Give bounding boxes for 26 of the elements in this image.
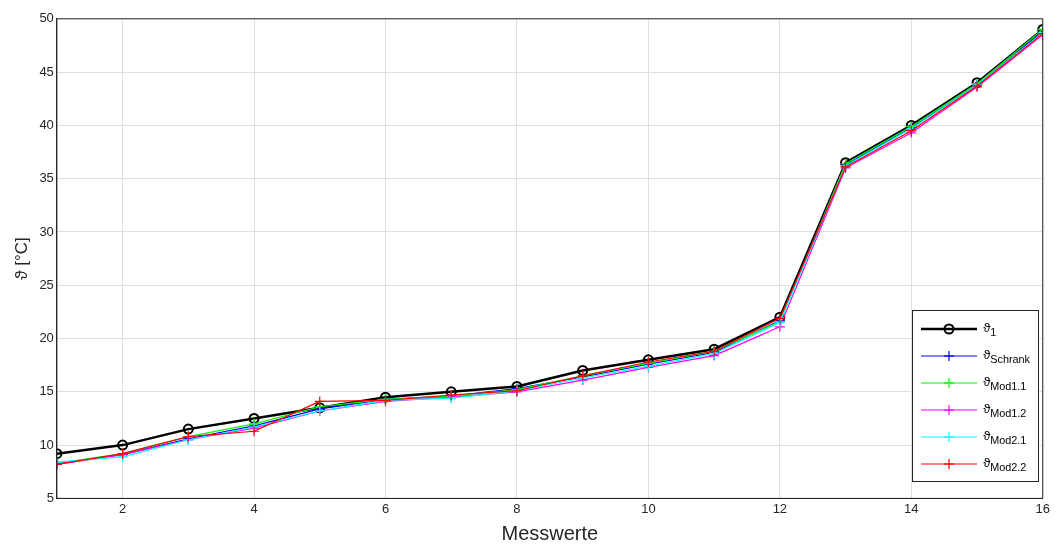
y-tick-label: 5 xyxy=(46,489,54,505)
y-tick-label: 45 xyxy=(39,63,54,79)
y-tick-label: 25 xyxy=(39,276,54,292)
legend-label: ϑ$_{Mod2.2}$ xyxy=(983,454,1027,473)
x-tick-label: 12 xyxy=(772,500,788,516)
x-tick-label: 4 xyxy=(250,500,258,516)
y-tick-label: 15 xyxy=(39,383,54,399)
legend-label: ϑ$_{Mod1.2}$ xyxy=(983,400,1027,419)
x-tick-label: 6 xyxy=(381,500,390,516)
x-tick-label: 2 xyxy=(118,500,127,516)
legend-label: ϑ$_{Schrank}$ xyxy=(983,346,1030,365)
y-tick-label: 50 xyxy=(39,10,54,26)
x-tick-label: 8 xyxy=(513,500,521,516)
x-tick-label: 10 xyxy=(641,500,656,516)
x-tick-label: 16 xyxy=(1035,500,1050,516)
y-tick-label: 10 xyxy=(39,436,54,452)
x-tick-label: 14 xyxy=(904,500,919,516)
y-axis-title: ϑ [°C] xyxy=(11,237,31,280)
y-tick-label: 30 xyxy=(39,223,54,239)
y-tick-label: 40 xyxy=(39,116,54,132)
legend-label: ϑ$_{Mod2.1}$ xyxy=(983,427,1027,446)
x-axis-title: Messwerte xyxy=(501,521,599,544)
legend-label: ϑ$_{1}$ xyxy=(983,319,997,338)
legend-label: ϑ$_{Mod1.1}$ xyxy=(983,373,1027,392)
y-tick-label: 20 xyxy=(39,330,54,346)
y-tick-label: 35 xyxy=(39,170,54,186)
